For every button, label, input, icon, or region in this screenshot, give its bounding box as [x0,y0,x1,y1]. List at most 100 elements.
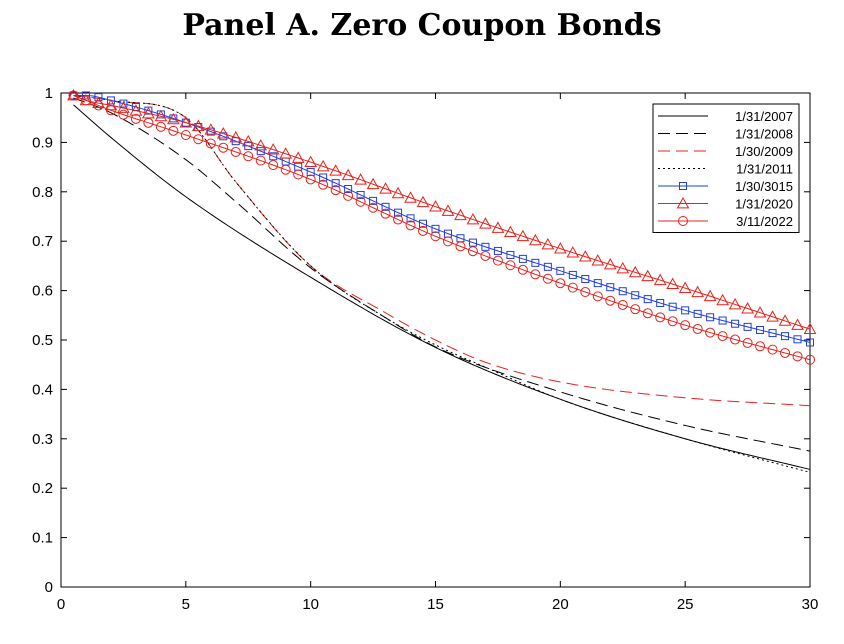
series-marker-7 [605,295,616,306]
series-marker-7 [455,241,466,252]
series-marker-6 [616,261,630,274]
series-marker-5 [256,147,265,156]
series-marker-6 [241,134,255,147]
series-marker-6 [117,101,130,113]
series-marker-6 [541,237,555,250]
series-marker-6 [753,306,767,318]
series-marker-7 [418,225,429,236]
series-marker-6 [504,225,517,238]
series-line-5 [73,94,811,343]
series-marker-6 [266,143,280,155]
series-marker-7 [130,113,141,124]
chart-title: Panel A. Zero Coupon Bonds [182,8,662,43]
series-marker-6 [741,302,754,314]
series-marker-6 [391,186,405,199]
series-marker-5 [718,316,727,325]
series-marker-5 [781,332,790,341]
series-marker-5 [106,96,115,105]
series-marker-5 [306,168,315,177]
series-marker-5 [431,224,440,233]
series-marker-6 [216,127,230,139]
series-marker-7 [118,109,129,120]
series-marker-6 [429,200,442,212]
series-marker-5 [506,250,515,259]
y-tick-label: 0.2 [32,480,53,497]
series-marker-5 [756,325,765,334]
series-marker-7 [642,308,653,319]
series-marker-5 [206,127,215,136]
y-tick-label: 0.5 [32,332,53,349]
series-marker-6 [491,221,505,233]
series-marker-7 [355,196,366,207]
series-marker-6 [691,285,704,298]
series-marker-7 [592,291,603,302]
series-marker-5 [543,262,552,271]
series-marker-6 [416,195,430,208]
series-marker-7 [268,160,279,171]
series-marker-7 [105,105,116,116]
series-marker-7 [318,179,329,190]
series-marker-6 [591,254,605,266]
series-line-4 [73,94,811,473]
series-marker-7 [655,312,666,323]
series-marker-6 [766,310,779,322]
series-marker-5 [219,132,228,141]
series-marker-5 [668,302,677,311]
series-marker-5 [493,246,502,255]
series-marker-7 [80,95,91,106]
series-marker-7 [542,273,553,284]
series-marker-7 [805,354,815,365]
series-marker-5 [269,152,278,161]
series-marker-7 [705,327,716,338]
series-marker-7 [230,146,241,157]
series-marker-5 [581,275,590,284]
series-marker-6 [167,112,180,125]
legend-marker-5 [679,182,687,190]
series-marker-7 [730,334,741,345]
series-marker-7 [492,255,503,266]
series-marker-7 [143,117,154,128]
series-marker-6 [479,217,492,229]
series-marker-6 [716,293,729,306]
series-marker-5 [344,185,353,194]
series-marker-5 [556,266,565,275]
legend-label-3: 1/30/2009 [735,144,793,159]
x-tick-label: 20 [552,596,569,613]
series-marker-5 [768,329,777,338]
y-tick-label: 0.9 [32,134,53,151]
series-marker-6 [803,322,817,335]
series-marker-6 [791,318,804,330]
series-marker-5 [568,270,577,279]
series-marker-7 [555,278,566,289]
series-marker-5 [406,214,415,223]
legend-marker-6 [676,196,690,209]
series-marker-5 [531,258,540,267]
series-marker-7 [467,246,478,257]
series-marker-7 [368,202,379,213]
x-tick-label: 15 [427,596,444,613]
series-marker-7 [717,331,728,342]
series-marker-7 [517,264,528,275]
series-marker-7 [567,282,578,293]
series-marker-6 [291,151,305,163]
series-marker-5 [593,279,602,288]
series-marker-6 [191,119,205,132]
series-marker-5 [119,99,128,108]
series-marker-5 [518,254,527,263]
series-marker-6 [316,159,330,172]
series-marker-5 [81,91,90,100]
series-marker-6 [778,314,792,326]
series-marker-6 [304,155,318,168]
series-line-6 [73,95,811,330]
series-marker-6 [254,138,268,151]
series-marker-6 [354,173,367,185]
series-marker-7 [293,169,304,180]
series-marker-7 [767,344,778,355]
series-marker-6 [154,109,168,122]
series-marker-7 [205,138,216,149]
series-marker-7 [68,90,79,101]
series-marker-7 [193,134,204,145]
series-marker-6 [466,212,480,225]
series-marker-6 [529,233,542,246]
series-marker-5 [806,338,814,347]
